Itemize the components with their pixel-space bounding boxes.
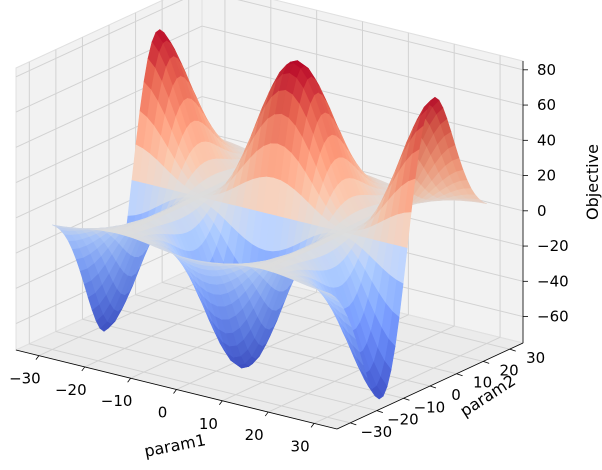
y-tick-mark: [350, 422, 357, 426]
z-tick-label: −20: [537, 237, 569, 255]
grid-line-z-left: [15, 25, 203, 113]
y-tick-label: −10: [414, 398, 446, 416]
y-tick-label: −30: [360, 423, 392, 441]
y-tick-mark: [376, 410, 383, 413]
y-tick-label: 30: [526, 349, 545, 367]
z-tick-label: 80: [537, 61, 556, 79]
y-tick-mark: [509, 348, 516, 352]
y-tick-mark: [456, 373, 463, 377]
x-axis-label: param1: [143, 430, 208, 461]
grid-line-z-back: [201, 96, 524, 177]
grid-line-y-floor: [135, 294, 457, 375]
x-tick-mark: [35, 355, 40, 360]
x-tick-mark: [264, 411, 269, 417]
z-tick-label: 60: [537, 96, 556, 114]
surface-plot: [52, 29, 487, 400]
x-tick-label: 20: [245, 426, 264, 444]
x-tick-mark: [173, 389, 177, 394]
x-tick-label: 30: [291, 437, 310, 455]
x-tick-label: 10: [199, 415, 218, 433]
x-tick-label: −10: [101, 392, 133, 410]
z-tick-label: −60: [537, 308, 569, 326]
z-tick-label: 20: [537, 167, 556, 185]
y-tick-label: 20: [500, 361, 519, 379]
y-tick-label: 10: [473, 374, 492, 392]
z-tick-label: −40: [537, 272, 569, 290]
z-tick-label: 40: [537, 131, 556, 149]
grid-line-z-left: [15, 0, 184, 78]
x-tick-mark: [127, 377, 131, 383]
x-tick-mark: [219, 400, 223, 406]
y-tick-label: 0: [451, 386, 461, 404]
y-tick-mark: [429, 385, 437, 389]
grid-line-y-floor: [55, 331, 377, 412]
y-tick-mark: [483, 361, 490, 364]
surface-facet: [52, 224, 64, 228]
tick-labels: −30−20−100102030−30−20−100102030−60−40−2…: [9, 61, 569, 456]
grid-line-z-back: [237, 0, 524, 71]
grid-line-z-back: [201, 60, 524, 141]
x-tick-label: 0: [158, 404, 168, 422]
y-tick-label: −20: [387, 411, 419, 429]
x-tick-label: −30: [9, 370, 41, 388]
grid-line-y-floor: [29, 343, 351, 424]
grid-line-z-back: [201, 25, 524, 106]
x-tick-mark: [81, 366, 86, 372]
x-tick-mark: [310, 423, 315, 428]
z-tick-label: 0: [537, 202, 547, 220]
x-tick-label: −20: [55, 381, 87, 399]
y-tick-mark: [403, 397, 410, 401]
z-axis-label: Objective: [583, 144, 602, 220]
